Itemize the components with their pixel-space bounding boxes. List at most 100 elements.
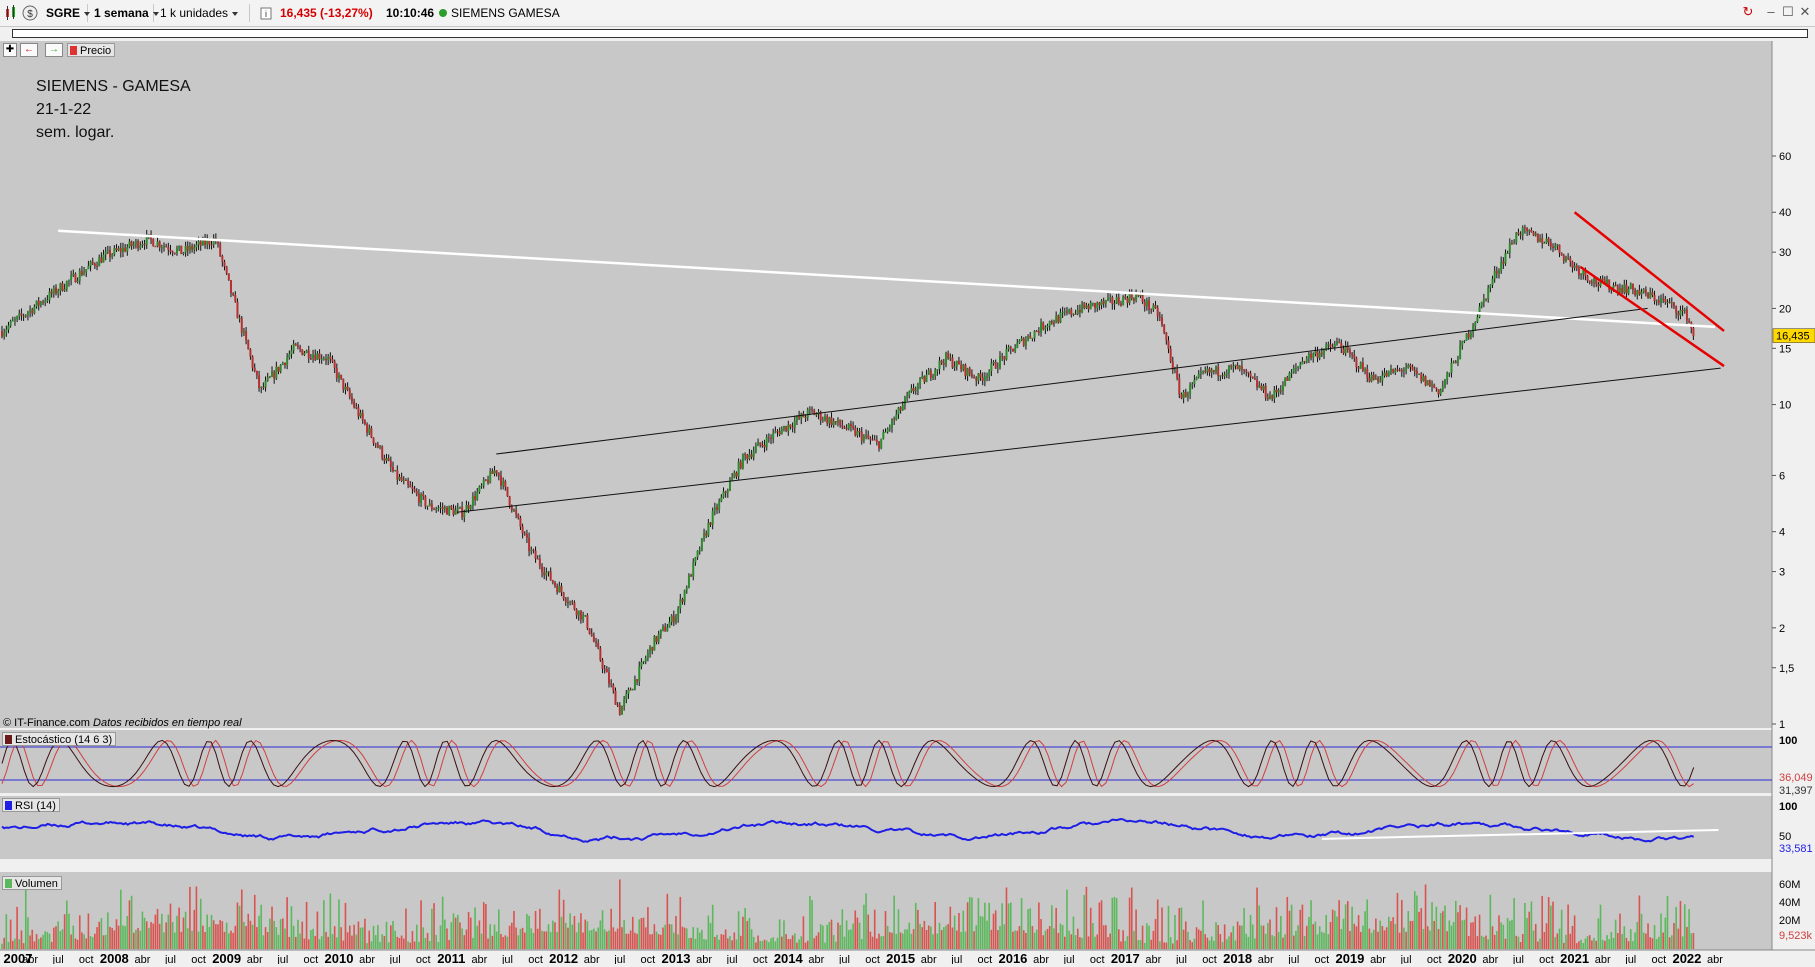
- candle-body: [1331, 346, 1334, 348]
- volume-bar: [634, 932, 636, 949]
- candle-body: [1061, 311, 1064, 313]
- candle-body: [1679, 310, 1682, 316]
- dollar-icon[interactable]: $: [22, 4, 38, 22]
- candle-body: [1258, 385, 1261, 388]
- maximize-icon[interactable]: ☐: [1782, 4, 1794, 19]
- candle-body: [644, 658, 647, 662]
- candle-body: [1625, 284, 1628, 294]
- time-axis-year: 2013: [662, 951, 691, 964]
- candle-body: [886, 428, 889, 432]
- price-legend[interactable]: Precio: [67, 43, 116, 57]
- volume-bar: [1092, 923, 1094, 949]
- candle-body: [316, 353, 319, 360]
- candle-body: [867, 434, 870, 439]
- candle-body: [376, 444, 379, 448]
- candle-body: [640, 662, 643, 667]
- candle-body: [590, 633, 593, 636]
- candle-body: [273, 371, 276, 379]
- time-axis-month: abr: [359, 954, 375, 964]
- volume-bar: [14, 938, 16, 949]
- volume-bar: [1195, 927, 1198, 949]
- price-tick-label: 1,5: [1779, 663, 1794, 675]
- volume-legend[interactable]: Volumen: [2, 876, 62, 890]
- candle-body: [813, 410, 816, 415]
- candle-body: [1348, 349, 1351, 354]
- units-dropdown[interactable]: 1 k unidades: [156, 4, 250, 22]
- minimize-icon[interactable]: –: [1767, 4, 1775, 19]
- volume-bar: [85, 938, 88, 949]
- candle-body: [1489, 285, 1492, 288]
- export-icon[interactable]: →: [45, 43, 63, 57]
- candle-body: [156, 241, 159, 247]
- candle-body: [707, 522, 710, 536]
- volume-bar: [370, 941, 373, 949]
- candle-body: [1389, 368, 1392, 371]
- volume-bar: [793, 933, 796, 949]
- volume-bar: [755, 942, 757, 949]
- volume-bar: [1314, 921, 1317, 949]
- candle-body: [605, 668, 608, 673]
- volume-bar: [949, 906, 952, 949]
- candle-body: [1199, 371, 1202, 374]
- volume-bar: [189, 886, 191, 949]
- candle-body: [949, 357, 952, 359]
- volume-bar: [539, 908, 541, 949]
- price-tick-label: 4: [1779, 527, 1785, 539]
- close-icon[interactable]: ✕: [1799, 4, 1811, 19]
- candle-body: [575, 609, 578, 616]
- volume-bar: [841, 909, 844, 949]
- candle-body: [193, 247, 196, 250]
- volume-bar: [908, 922, 911, 949]
- volume-bar: [517, 935, 520, 949]
- info-icon[interactable]: i: [260, 4, 272, 22]
- candle-body: [703, 533, 706, 539]
- candle-body: [489, 471, 492, 483]
- volume-bar: [1470, 922, 1472, 949]
- candle-body: [1660, 298, 1663, 303]
- volume-bar: [128, 900, 131, 949]
- volume-bar: [871, 936, 874, 949]
- stochastic-legend[interactable]: Estocástico (14 6 3): [2, 732, 117, 746]
- symbol-dropdown[interactable]: SGRE: [42, 4, 91, 22]
- candle-body: [573, 602, 576, 610]
- remove-panel-icon[interactable]: ←: [20, 43, 38, 57]
- volume-bar: [603, 929, 606, 949]
- command-input[interactable]: [12, 29, 1808, 38]
- timeframe-dropdown[interactable]: 1 semana: [90, 4, 159, 22]
- volume-bar: [1193, 938, 1196, 949]
- stochastic-label: Estocástico (14 6 3): [15, 734, 113, 746]
- candle-body: [1264, 385, 1267, 398]
- volume-bar: [826, 924, 828, 949]
- volume-bar: [415, 924, 418, 949]
- candle-body: [1521, 227, 1524, 236]
- candle-body: [1366, 368, 1369, 378]
- volume-bar: [353, 924, 355, 949]
- volume-bar: [256, 927, 258, 949]
- volume-bar: [1580, 939, 1582, 949]
- volume-bar: [1454, 900, 1457, 949]
- volume-bar: [977, 898, 980, 949]
- candle-body: [705, 533, 708, 536]
- candle-body: [929, 370, 932, 378]
- time-axis-month: abr: [808, 954, 824, 964]
- candle-body: [1059, 312, 1062, 323]
- candle-body: [143, 244, 146, 246]
- candle-body: [1647, 293, 1650, 298]
- candle-body: [919, 378, 922, 385]
- refresh-icon[interactable]: ↻: [1742, 4, 1754, 19]
- candle-body: [774, 431, 777, 433]
- chart-type-icon[interactable]: [4, 4, 18, 22]
- time-axis-month: abr: [1595, 954, 1611, 964]
- candle-body: [1543, 242, 1546, 244]
- add-indicator-icon[interactable]: ✚: [3, 43, 17, 57]
- rsi-legend[interactable]: RSI (14): [2, 798, 60, 812]
- candle-body: [1163, 324, 1166, 333]
- candle-body: [178, 245, 181, 249]
- candle-body: [1251, 376, 1254, 379]
- candle-body: [76, 280, 79, 283]
- candle-body: [1478, 306, 1481, 318]
- time-axis-month: abr: [1033, 954, 1049, 964]
- candle-body: [893, 419, 896, 421]
- candle-body: [173, 252, 176, 254]
